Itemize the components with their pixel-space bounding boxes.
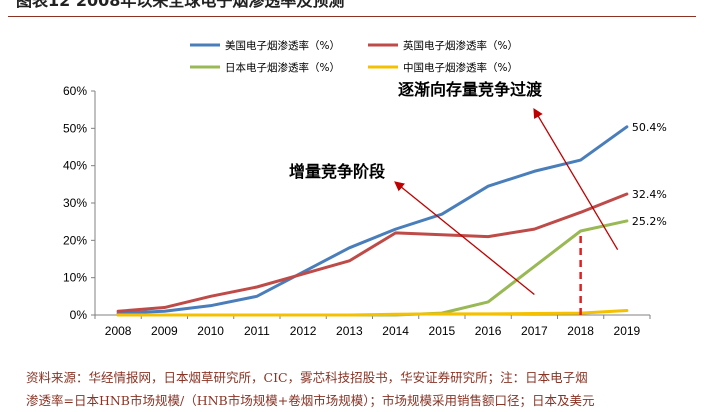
source-line-2: 渗透率=日本HNB市场规模/（HNB市场规模+卷烟市场规模）；市场规模采用销售额…	[26, 393, 595, 408]
legend-entry: 日本电子烟渗透率（%）	[225, 61, 340, 74]
series-line-3	[116, 309, 629, 317]
source-line-1: 资料来源：华经情报网，日本烟草研究所，CIC，雾芯科技招股书，华安证券研究所；注…	[26, 370, 588, 385]
x-tick-label: 2013	[336, 324, 363, 338]
x-tick-label: 2012	[290, 324, 317, 338]
x-tick-label: 2009	[151, 324, 178, 338]
series-end-label: 50.4%	[632, 121, 667, 134]
penetration-line-chart: 0% 10% 20% 30% 40% 50% 60% 2008 2009 2010 2011 2012…	[63, 39, 667, 338]
legend-entry: 中国电子烟渗透率（%）	[403, 61, 518, 74]
x-tick-label: 2017	[521, 324, 548, 338]
annotation-label: 逐渐向存量竞争过渡	[398, 80, 543, 99]
y-tick-label: 40%	[63, 159, 87, 173]
y-tick-label: 20%	[63, 233, 87, 247]
x-tick-label: 2011	[244, 324, 270, 338]
legend-entry: 英国电子烟渗透率（%）	[403, 39, 518, 52]
series-end-label: 25.2%	[632, 215, 667, 228]
series-line-0	[116, 125, 629, 315]
series-end-label: 32.4%	[632, 188, 667, 201]
y-tick-label: 0%	[70, 308, 88, 322]
figure-title: 图表12 2008年以来全球电子烟渗透率及预测	[16, 0, 345, 10]
y-tick-label: 30%	[63, 196, 87, 210]
y-tick-label: 50%	[63, 121, 87, 135]
source-note: 资料来源：华经情报网，日本烟草研究所，CIC，雾芯科技招股书，华安证券研究所；注…	[26, 366, 698, 412]
y-tick-label: 10%	[63, 271, 87, 285]
x-tick-label: 2019	[614, 324, 641, 338]
x-tick-label: 2008	[105, 324, 132, 338]
annotation-arrow	[394, 181, 535, 295]
annotation-label: 增量竞争阶段	[289, 162, 386, 181]
annotation-arrow	[533, 107, 619, 250]
x-tick-label: 2018	[567, 324, 594, 338]
y-tick-label: 60%	[63, 84, 87, 98]
x-tick-label: 2010	[197, 324, 224, 338]
x-tick-label: 2014	[382, 324, 409, 338]
header-rule	[8, 16, 696, 17]
x-tick-label: 2015	[429, 324, 456, 338]
series-line-1	[116, 192, 629, 313]
x-tick-label: 2016	[475, 324, 502, 338]
legend-entry: 美国电子烟渗透率（%）	[225, 39, 340, 52]
